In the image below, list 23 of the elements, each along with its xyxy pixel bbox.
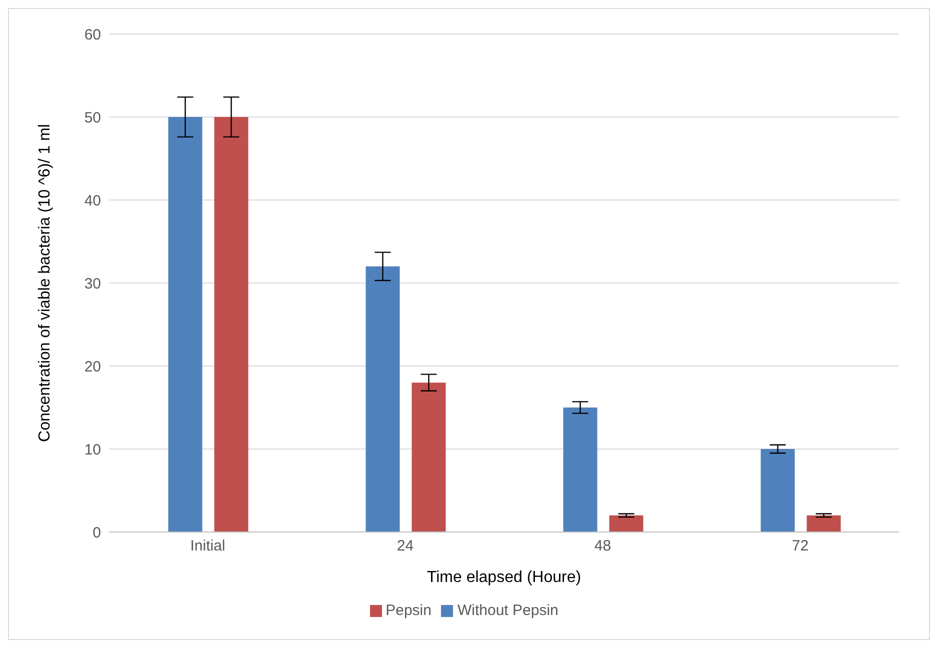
y-tick-label: 20 (84, 358, 101, 376)
bar (168, 117, 202, 532)
bar (760, 449, 795, 532)
x-tick-label: Initial (190, 538, 226, 555)
bar (214, 117, 248, 532)
y-tick-label: 30 (84, 275, 101, 292)
bar (806, 515, 841, 532)
bar (609, 515, 644, 532)
x-tick-label: 72 (792, 538, 809, 555)
y-axis-title: Concentration of viable bacteria (10 ^6)/ 1 ml (36, 124, 54, 442)
legend-label: Pepsin (386, 602, 432, 619)
y-tick-label: 50 (84, 109, 101, 126)
bar (563, 408, 598, 532)
y-tick-label: 10 (84, 441, 101, 458)
y-tick-label: 0 (92, 524, 101, 542)
bar (412, 382, 446, 532)
x-tick-label: 24 (396, 538, 414, 555)
x-tick-label: 48 (594, 538, 612, 555)
y-tick-label: 40 (84, 192, 101, 210)
y-tick-label: 60 (84, 26, 101, 44)
legend-label: Without Pepsin (457, 602, 558, 619)
x-axis-title: Time elapsed (Houre) (426, 569, 582, 586)
bar (366, 266, 400, 532)
